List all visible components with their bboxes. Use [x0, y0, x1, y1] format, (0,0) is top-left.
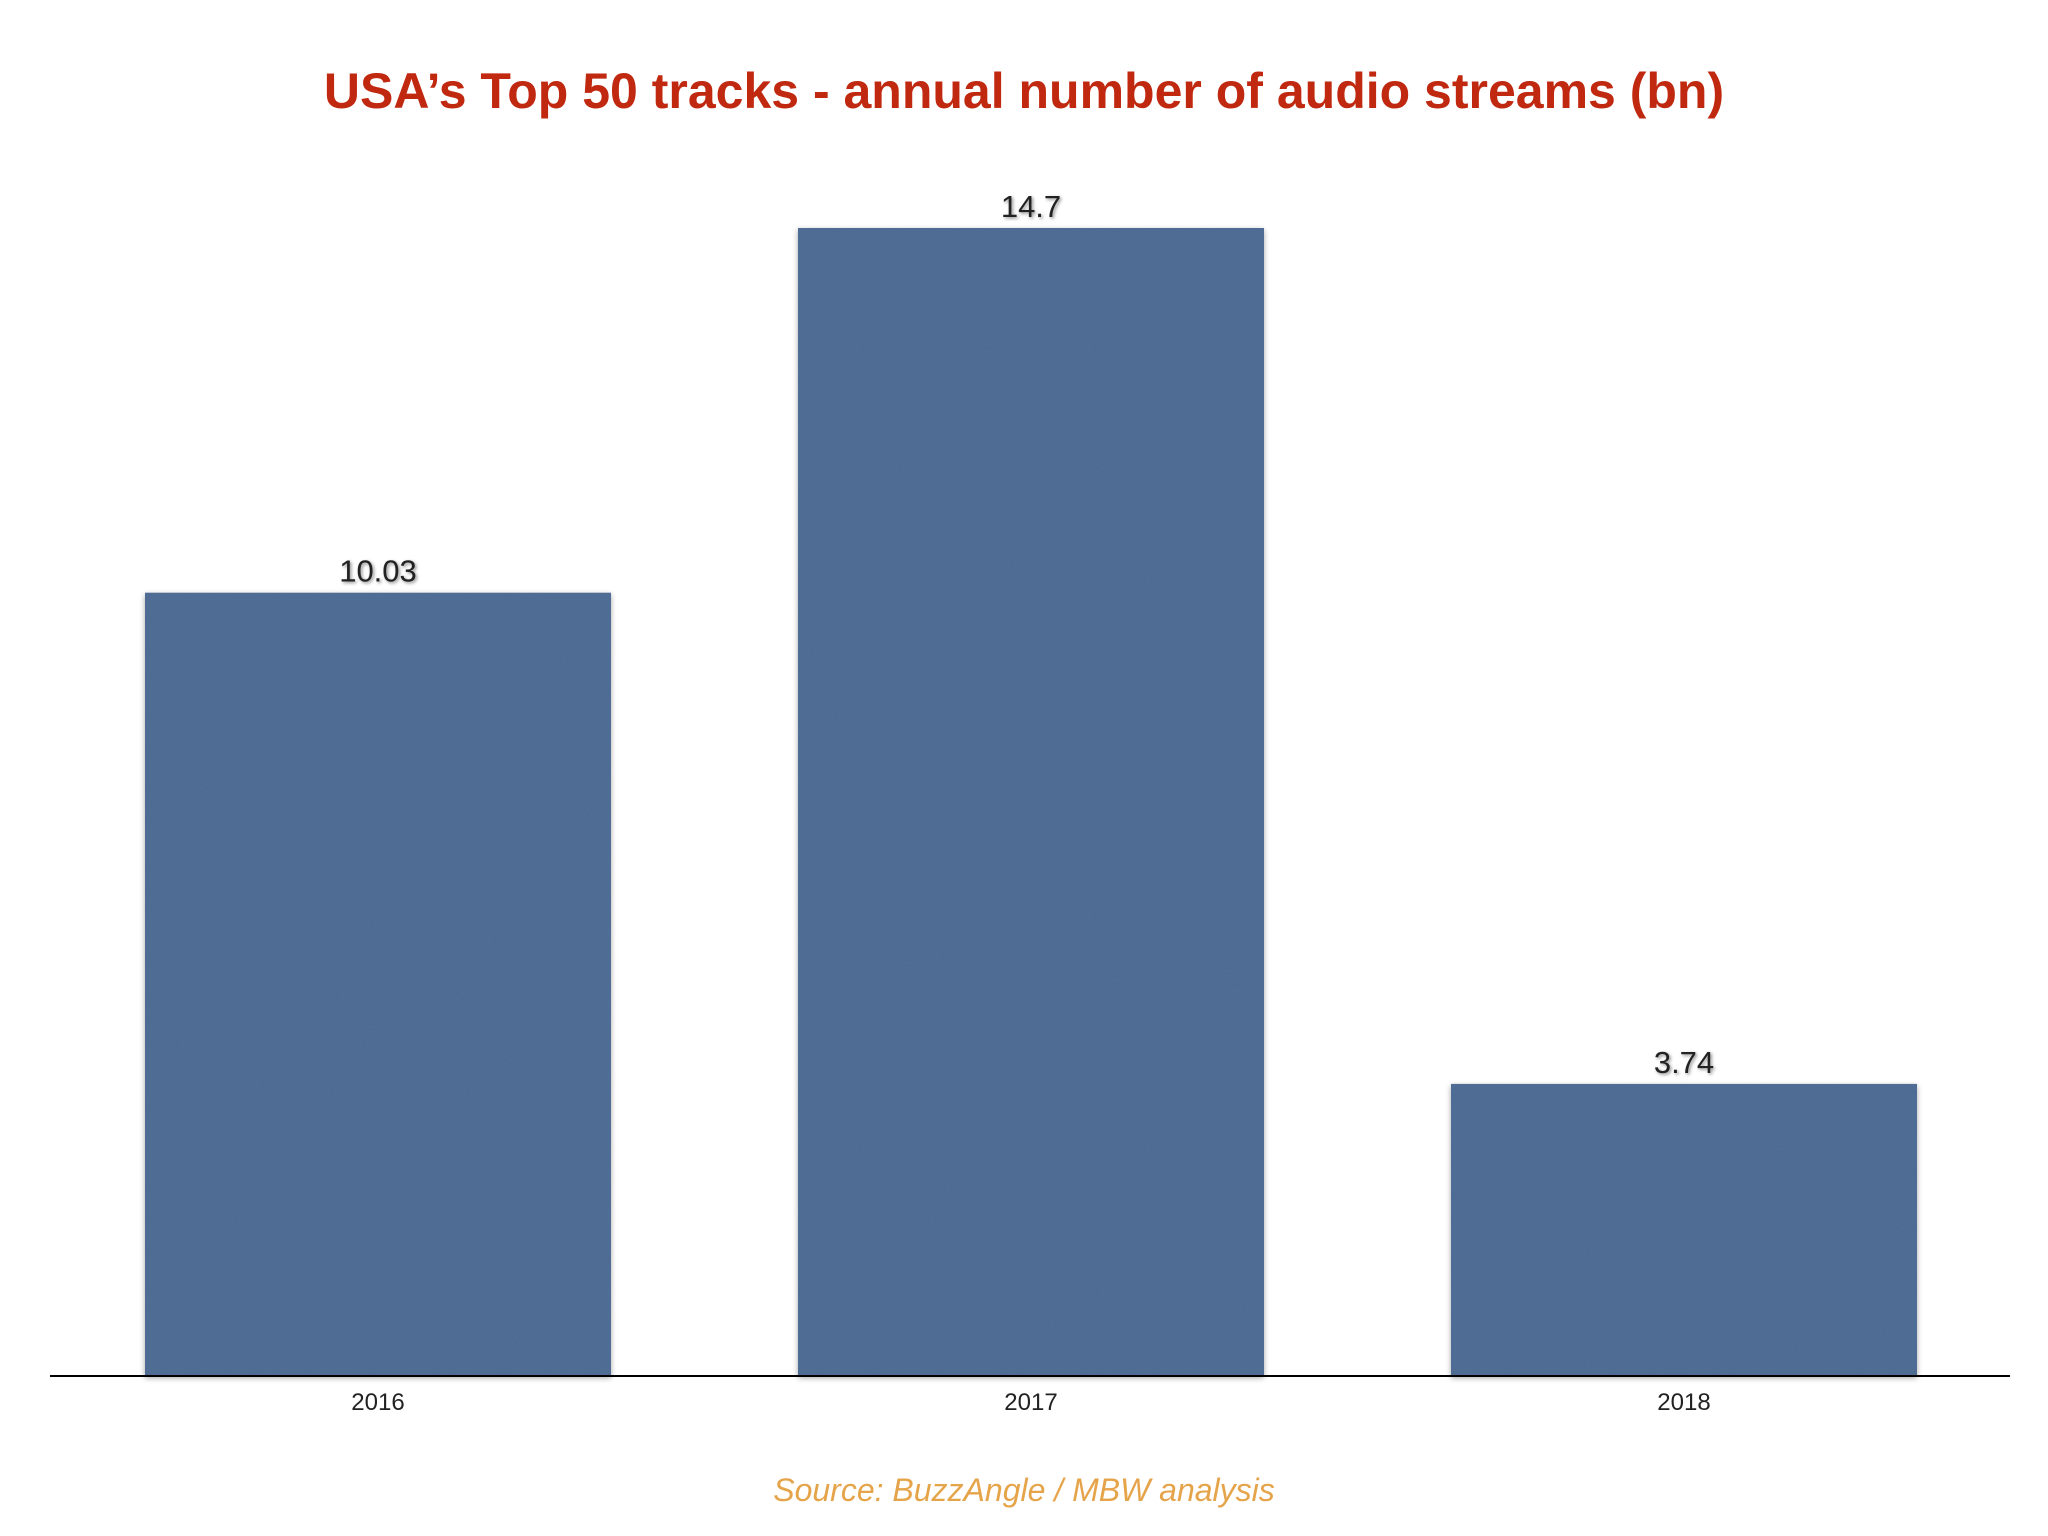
- data-label-2018: 3.74: [1654, 1045, 1714, 1080]
- bar-group-2016: [145, 592, 611, 1376]
- source-note: Source: BuzzAngle / MBW analysis: [773, 1472, 1275, 1508]
- bar-group-2017: [798, 228, 1264, 1376]
- bar-2017: [798, 228, 1264, 1376]
- x-tick-label-2017: 2017: [1004, 1389, 1057, 1416]
- labels-layer: 10.03 2016 14.7 2017 3.74 2018: [339, 189, 1714, 1416]
- bars-layer: [145, 228, 1917, 1376]
- bar-2018: [1451, 1083, 1917, 1376]
- bar-group-2018: [1451, 1083, 1917, 1376]
- x-tick-label-2018: 2018: [1657, 1389, 1710, 1416]
- data-label-2017: 14.7: [1001, 189, 1061, 224]
- chart-title: USA’s Top 50 tracks - annual number of a…: [323, 63, 1725, 119]
- bar-2016: [145, 592, 611, 1376]
- x-tick-label-2016: 2016: [351, 1389, 404, 1416]
- data-label-2016: 10.03: [339, 554, 417, 589]
